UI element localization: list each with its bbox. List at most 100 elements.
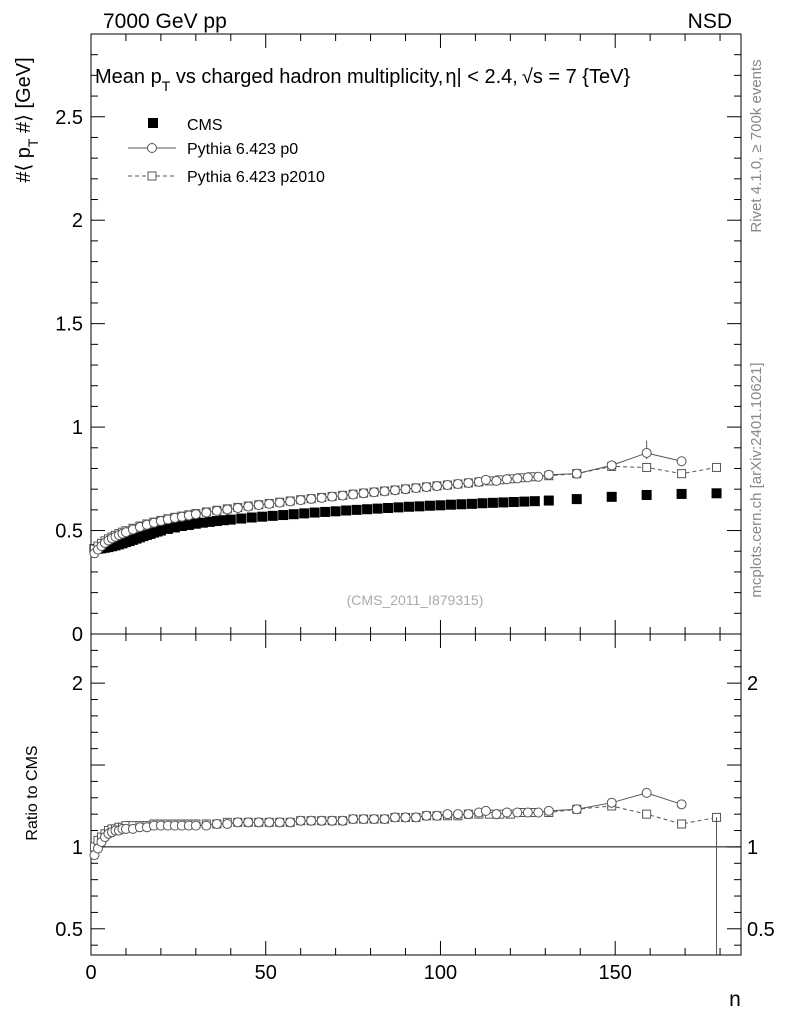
- ratio-p0-point: [337, 815, 348, 826]
- ratio-p0-point: [264, 817, 275, 828]
- ratio-p0-point: [533, 807, 544, 818]
- cms-point: [362, 504, 373, 515]
- p0-point: [348, 489, 359, 500]
- main-y-tick-label: 2.5: [55, 107, 83, 129]
- ratio-p2010-point: [677, 819, 687, 829]
- cms-point: [299, 508, 310, 519]
- cms-point: [435, 500, 446, 511]
- cms-point: [309, 507, 320, 518]
- p0-point: [243, 501, 254, 512]
- ratio-p0-point: [243, 817, 254, 828]
- cms-point: [236, 513, 247, 524]
- cms-point: [162, 523, 173, 534]
- cms-point: [169, 522, 180, 533]
- cms-point: [466, 498, 477, 509]
- ratio-y-tick-label-right: 1: [747, 837, 758, 859]
- cms-point: [211, 516, 222, 527]
- cms-point: [676, 488, 687, 499]
- p0-point: [463, 477, 474, 488]
- ratio-p0-point: [641, 787, 652, 798]
- p0-point: [190, 509, 201, 520]
- mcplots-label: mcplots.cern.ch [arXiv:2401.10621]: [748, 362, 765, 597]
- legend-marker-cms: [148, 118, 158, 128]
- x-tick-label: 150: [599, 962, 632, 984]
- p0-point: [316, 492, 327, 503]
- cms-point: [606, 491, 617, 502]
- cms-point: [183, 519, 194, 530]
- ratio-p0-point: [306, 815, 317, 826]
- ratio-p0-point: [452, 809, 463, 820]
- cms-point: [543, 495, 554, 506]
- cms-point: [204, 516, 215, 527]
- ratio-p0-point: [327, 815, 338, 826]
- p0-point: [533, 471, 544, 482]
- cms-point: [508, 497, 519, 507]
- cms-point: [571, 494, 582, 505]
- cms-point: [641, 489, 652, 500]
- cms-point: [711, 488, 722, 499]
- cms-point: [424, 500, 435, 511]
- ratio-p0-point: [571, 804, 582, 815]
- cms-point: [477, 498, 488, 509]
- ratio-y-tick-label-right: 2: [747, 673, 758, 695]
- p0-point: [201, 507, 212, 518]
- ratio-p0-point: [190, 820, 201, 831]
- x-tick-label: 100: [424, 962, 457, 984]
- p0-point: [411, 483, 421, 494]
- ratio-p0-point: [285, 817, 296, 828]
- cms-point: [246, 512, 257, 523]
- p0-point: [253, 500, 264, 511]
- ratio-p0-point: [201, 820, 212, 831]
- cms-point: [341, 505, 352, 516]
- p0-point: [274, 497, 285, 508]
- main-panel: 0 0.5 1 1.5 2 2.5: [55, 33, 742, 646]
- main-y-tick-label: 1.5: [55, 314, 83, 336]
- p0-point: [512, 473, 523, 484]
- p0-point: [431, 481, 442, 492]
- p0-point: [211, 505, 222, 516]
- ratio-p0-point: [211, 818, 222, 829]
- cms-point: [267, 510, 278, 521]
- ratio-p0-point: [274, 817, 285, 828]
- ratio-p0-point: [676, 799, 687, 810]
- ratio-p0-point: [463, 809, 474, 820]
- legend-label-cms: CMS: [187, 117, 223, 134]
- cms-point: [257, 511, 268, 522]
- main-y-tick-label: 0: [72, 624, 83, 646]
- cms-point: [383, 503, 394, 513]
- p0-point: [285, 496, 296, 507]
- main-y-tick-label: 1: [72, 417, 83, 439]
- cms-point: [498, 497, 509, 508]
- ratio-y-tick-label: 0.5: [55, 919, 83, 941]
- ratio-p0-point: [390, 812, 401, 823]
- rivet-label: Rivet 4.1.0, ≥ 700k events: [748, 59, 765, 232]
- ratio-p0-point: [358, 814, 369, 825]
- p0-point: [295, 495, 306, 506]
- p0-point: [390, 485, 401, 496]
- ratio-p0-point: [348, 814, 359, 825]
- p0-point: [306, 493, 317, 504]
- p0-point: [543, 469, 554, 480]
- p0-point: [676, 456, 687, 467]
- p0-point: [400, 484, 411, 495]
- p0-point: [379, 486, 390, 497]
- ratio-frame: [90, 633, 742, 956]
- main-y-tick-label: 0.5: [55, 521, 83, 543]
- ratio-p0-point: [501, 807, 512, 818]
- legend-marker-p0: [147, 143, 157, 153]
- p0-point: [442, 480, 453, 491]
- ratio-p0-point: [442, 809, 453, 820]
- p2010-point: [642, 462, 652, 472]
- p0-point: [571, 468, 582, 479]
- p0-point: [491, 475, 502, 486]
- analysis-label: (CMS_2011_I879315): [347, 592, 484, 608]
- ratio-p0-point: [400, 812, 411, 823]
- cms-point: [519, 496, 530, 507]
- cms-point: [320, 506, 331, 517]
- p0-point: [452, 479, 463, 489]
- x-axis-label: n: [729, 988, 741, 1011]
- cms-point: [456, 499, 467, 510]
- ratio-p0-point: [316, 815, 327, 826]
- ratio-p0-point: [379, 814, 390, 825]
